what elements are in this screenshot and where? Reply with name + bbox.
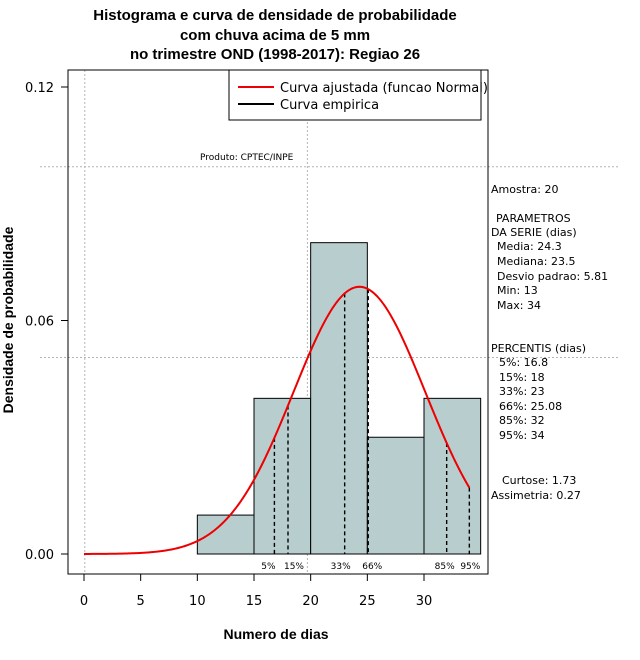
percentile-label: 95%	[460, 562, 480, 572]
histogram-bar	[423, 397, 482, 555]
stat-assimetria: Assimetria: 0.27	[491, 489, 581, 502]
percentile-label: 66%	[362, 562, 382, 572]
stat-p15: 15%: 18	[499, 371, 545, 384]
percentile-label: 33%	[331, 562, 351, 572]
bars-layer	[196, 242, 482, 555]
percentile-label: 5%	[261, 562, 276, 572]
stat-min: Min: 13	[497, 284, 538, 297]
stat-percentis-header: PERCENTIS (dias)	[491, 342, 586, 355]
histogram-bar	[196, 514, 255, 555]
stat-p95: 95%: 34	[499, 429, 545, 442]
y-tick-label: 0.12	[25, 81, 54, 96]
y-tick-label: 0.00	[25, 548, 54, 563]
normal-fit-curve	[83, 285, 471, 555]
y-axis: 0.00 0.06 0.12	[25, 81, 69, 563]
y-tick-label: 0.06	[25, 315, 54, 330]
stat-p5: 5%: 16.8	[499, 356, 548, 369]
legend-box	[228, 69, 482, 121]
statistics-panel: Amostra: 20 PARAMETROS DA SERIE (dias) M…	[491, 183, 608, 502]
x-tick-label: 5	[137, 594, 145, 609]
curve-layer	[83, 285, 471, 555]
x-tick-label: 20	[302, 594, 319, 609]
stat-params-header-2: DA SERIE (dias)	[491, 226, 577, 239]
stat-desvio: Desvio padrao: 5.81	[497, 270, 608, 283]
stat-media: Media: 24.3	[497, 240, 562, 253]
x-tick-label: 0	[80, 594, 88, 609]
stat-p85: 85%: 32	[499, 414, 545, 427]
product-label: Produto: CPTEC/INPE	[200, 153, 294, 163]
stat-max: Max: 34	[497, 299, 541, 312]
y-axis-label: Densidade de probabilidade	[0, 226, 16, 413]
stat-mediana: Mediana: 23.5	[497, 255, 575, 268]
percentile-lines-layer: 5% 15% 33% 66% 85% 95%	[261, 289, 481, 572]
stat-curtose: Curtose: 1.73	[502, 474, 576, 487]
chart-title-line-2: com chuva acima de 5 mm	[180, 27, 370, 44]
x-tick-label: 15	[246, 594, 263, 609]
x-axis-label: Numero de dias	[223, 626, 328, 642]
histogram-bar	[310, 242, 368, 555]
stat-p33: 33%: 23	[499, 385, 545, 398]
stat-p66: 66%: 25.08	[499, 400, 562, 413]
legend-fit-label: Curva ajustada (funcao Normal)	[280, 81, 488, 96]
x-tick-label: 25	[359, 594, 376, 609]
x-tick-label: 10	[189, 594, 206, 609]
stat-params-header-1: PARAMETROS	[496, 212, 571, 225]
chart-title-line-3: no trimestre OND (1998-2017): Regiao 26	[130, 46, 420, 63]
percentile-label: 85%	[435, 562, 455, 572]
legend-empirical-label: Curva empirica	[280, 98, 379, 113]
histogram-bar	[366, 436, 425, 555]
percentile-label: 15%	[284, 562, 304, 572]
x-tick-label: 30	[416, 594, 433, 609]
legend: Curva ajustada (funcao Normal) Curva emp…	[228, 69, 488, 121]
stat-sample: Amostra: 20	[491, 183, 558, 196]
x-axis: 0 5 10 15 20 25 30	[80, 573, 433, 609]
chart-title-line-1: Histograma e curva de densidade de proba…	[93, 7, 456, 24]
